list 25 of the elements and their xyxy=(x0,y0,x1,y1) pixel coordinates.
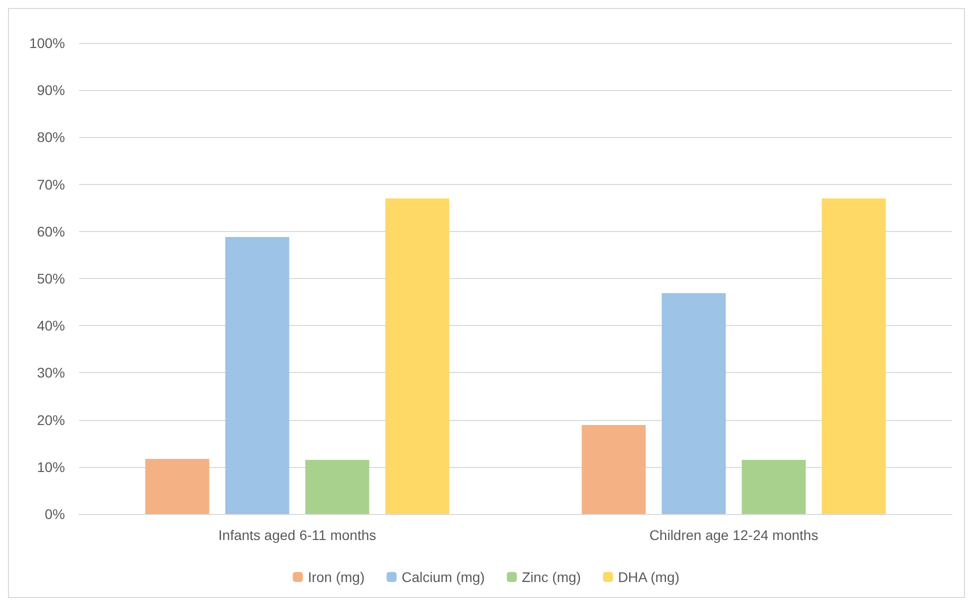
y-tick-label: 50% xyxy=(36,270,65,286)
y-tick-label: 10% xyxy=(36,458,65,475)
y-tick-label: 100% xyxy=(29,35,65,51)
legend-label: Calcium (mg) xyxy=(402,569,485,585)
x-tick-label: Children age 12-24 months xyxy=(649,527,818,543)
bar xyxy=(305,460,370,514)
y-tick-label: 60% xyxy=(36,223,65,240)
bar xyxy=(662,293,726,514)
y-tick-label: 0% xyxy=(44,506,65,522)
bar xyxy=(742,460,806,514)
y-tick-label: 30% xyxy=(36,364,65,381)
legend-label: Iron (mg) xyxy=(308,569,365,585)
legend-label: DHA (mg) xyxy=(618,569,680,585)
y-tick-label: 70% xyxy=(36,176,65,192)
legend-label: Zinc (mg) xyxy=(522,569,581,585)
bar xyxy=(385,198,450,514)
y-tick-label: 80% xyxy=(36,129,65,146)
bar xyxy=(225,237,290,514)
bar xyxy=(145,458,210,514)
x-tick-label: Infants aged 6-11 months xyxy=(218,527,376,543)
y-tick-label: 40% xyxy=(36,318,65,334)
bar xyxy=(822,198,886,514)
y-tick-label: 90% xyxy=(36,82,65,98)
y-tick-label: 20% xyxy=(36,412,65,428)
bar xyxy=(582,424,646,514)
